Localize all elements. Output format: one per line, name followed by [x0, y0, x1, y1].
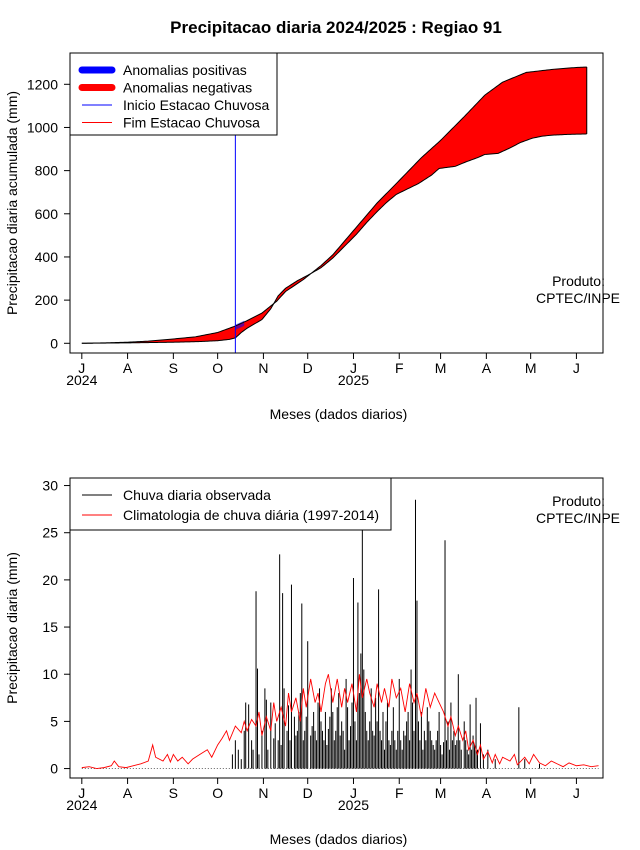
x-tick-label: D — [303, 785, 313, 801]
x-tick-label: S — [169, 360, 178, 376]
negative-anomaly-area — [81, 67, 587, 344]
page-title: Precipitacao diaria 2024/2025 : Regiao 9… — [170, 18, 502, 37]
y-tick-label: 200 — [35, 292, 59, 308]
legend-label: Chuva diaria observada — [123, 487, 271, 503]
x-tick-label: O — [212, 360, 223, 376]
x-tick-label: F — [395, 785, 404, 801]
x-axis-label: Meses (dados diarios) — [270, 406, 408, 422]
credit-label: Produto: — [552, 493, 605, 509]
observed-cumulative-line — [81, 133, 587, 344]
x-tick-label: M — [435, 785, 447, 801]
x-tick-label: J — [350, 360, 357, 376]
x-tick-label: N — [258, 785, 268, 801]
x-tick-label: A — [123, 785, 133, 801]
credit-org-label: CPTEC/INPE — [536, 290, 620, 306]
y-tick-label: 0 — [50, 335, 58, 351]
x-tick-label: M — [525, 785, 537, 801]
climatology-daily-line — [81, 674, 599, 770]
x-tick-label: J — [350, 785, 357, 801]
x-tick-label: J — [573, 785, 580, 801]
climatology-cumulative-line — [81, 66, 587, 344]
legend-box — [69, 477, 392, 531]
x-tick-label: A — [123, 360, 133, 376]
year-label: 2024 — [66, 372, 97, 388]
y-tick-label: 20 — [42, 572, 58, 588]
x-tick-label: S — [169, 785, 178, 801]
credit-label: Produto: — [552, 273, 605, 289]
x-tick-label: J — [78, 360, 85, 376]
x-tick-label: A — [482, 785, 492, 801]
year-label: 2025 — [338, 372, 369, 388]
legend-label: Anomalias positivas — [123, 62, 247, 78]
x-tick-label: J — [78, 785, 85, 801]
legend-label: Climatologia de chuva diária (1997-2014) — [123, 507, 379, 523]
x-tick-label: M — [435, 360, 447, 376]
plot-frame — [69, 52, 604, 354]
credit-org-label: CPTEC/INPE — [536, 510, 620, 526]
legend-label: Fim Estacao Chuvosa — [123, 115, 260, 131]
x-tick-label: M — [525, 360, 537, 376]
y-tick-label: 30 — [42, 478, 58, 494]
x-tick-label: O — [212, 785, 223, 801]
legend-label: Inicio Estacao Chuvosa — [123, 97, 270, 113]
year-label: 2025 — [338, 797, 369, 813]
x-tick-label: A — [482, 360, 492, 376]
x-tick-label: D — [303, 360, 313, 376]
x-tick-label: J — [573, 360, 580, 376]
legend-label: Anomalias negativas — [123, 80, 252, 96]
y-axis-label: Precipitacao diaria (mm) — [4, 552, 20, 704]
y-tick-label: 800 — [35, 163, 59, 179]
y-tick-label: 5 — [50, 713, 58, 729]
y-tick-label: 15 — [42, 619, 58, 635]
y-tick-label: 1200 — [27, 76, 58, 92]
y-axis-label: Precipitacao diaria acumulada (mm) — [4, 91, 20, 315]
year-label: 2024 — [66, 797, 97, 813]
x-tick-label: F — [395, 360, 404, 376]
y-tick-label: 10 — [42, 666, 58, 682]
y-tick-label: 25 — [42, 525, 58, 541]
x-tick-label: N — [258, 360, 268, 376]
x-axis-label: Meses (dados diarios) — [270, 831, 408, 847]
y-tick-label: 600 — [35, 206, 59, 222]
y-tick-label: 400 — [35, 249, 59, 265]
y-tick-label: 0 — [50, 761, 58, 777]
y-tick-label: 1000 — [27, 119, 58, 135]
